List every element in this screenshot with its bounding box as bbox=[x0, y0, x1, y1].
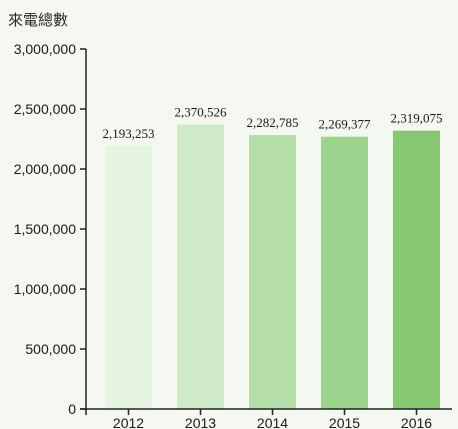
bar-2012 bbox=[105, 145, 152, 410]
y-tick-label: 0 bbox=[68, 401, 76, 417]
value-label-2014: 2,282,785 bbox=[247, 115, 299, 130]
bar-2015 bbox=[321, 136, 368, 410]
y-tick-label: 3,000,000 bbox=[14, 41, 76, 57]
bar-2016 bbox=[393, 130, 440, 409]
value-label-2013: 2,370,526 bbox=[175, 105, 228, 120]
y-tick-label: 1,000,000 bbox=[14, 281, 76, 297]
axis-layer: 0 500,000 1,000,000 1,500,000 2,000,000 2,500… bbox=[14, 41, 452, 429]
value-label-2012: 2,193,253 bbox=[103, 126, 155, 141]
x-tick-label-2016: 2016 bbox=[401, 415, 432, 429]
value-label-2015: 2,269,377 bbox=[319, 117, 372, 132]
y-tick-label: 2,500,000 bbox=[14, 101, 76, 117]
x-tick-label-2014: 2014 bbox=[257, 415, 288, 429]
bar-2013 bbox=[177, 124, 224, 410]
y-tick-label: 2,000,000 bbox=[14, 161, 76, 177]
value-label-2016: 2,319,075 bbox=[391, 111, 443, 126]
x-tick-label-2013: 2013 bbox=[185, 415, 216, 429]
y-tick-label: 1,500,000 bbox=[14, 221, 76, 237]
bars-layer: 2,193,253 2,370,526 2,282,785 2,269,377 2,31… bbox=[103, 105, 443, 410]
y-tick-label: 500,000 bbox=[25, 341, 76, 357]
x-tick-label-2012: 2012 bbox=[113, 415, 144, 429]
bar-2014 bbox=[249, 135, 296, 409]
y-axis-title: 來電總數 bbox=[8, 11, 68, 29]
x-tick-label-2015: 2015 bbox=[329, 415, 360, 429]
